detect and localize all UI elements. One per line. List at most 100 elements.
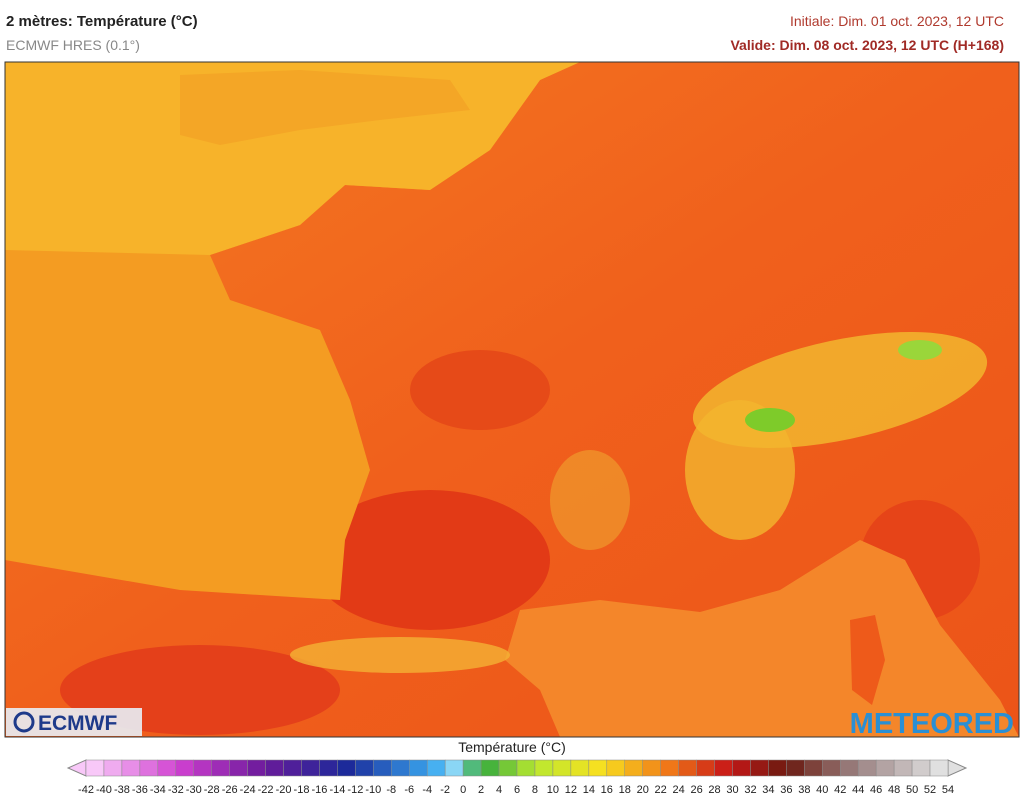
colorbar-tick-label: -10 — [365, 784, 381, 796]
colorbar-tick-label: 54 — [942, 784, 954, 796]
colorbar-cell — [193, 759, 212, 777]
colorbar-cell — [121, 759, 141, 777]
britain — [180, 70, 470, 145]
colorbar-cell — [552, 759, 572, 777]
colorbar-tick-label: 0 — [460, 784, 466, 796]
ecmwf-text: ECMWF — [38, 712, 117, 735]
meteored-logo: METEORED — [850, 708, 1014, 740]
colorbar-tick-label: -18 — [294, 784, 310, 796]
colorbar-arrow-high — [947, 759, 968, 777]
colorbar-tick-label: -6 — [404, 784, 414, 796]
colorbar-cell — [624, 759, 643, 777]
colorbar-cell — [229, 759, 248, 777]
colorbar-cell — [247, 759, 266, 777]
colorbar-tick-label: 2 — [478, 784, 484, 796]
colorbar-cell — [534, 759, 554, 777]
colorbar-tick-label: -36 — [132, 784, 148, 796]
valid-time: Valide: Dim. 08 oct. 2023, 12 UTC (H+168… — [730, 37, 1004, 53]
alps-peak — [898, 340, 942, 360]
colorbar-arrow-low — [66, 759, 87, 777]
colorbar-cell — [409, 759, 428, 777]
colorbar-tick-label: 16 — [601, 784, 613, 796]
colorbar-cell — [768, 759, 787, 777]
colorbar-cell — [85, 759, 105, 777]
colorbar-tick-label: 34 — [762, 784, 774, 796]
colorbar-tick-label: -28 — [204, 784, 220, 796]
massif-central — [550, 450, 630, 550]
colorbar-cell — [588, 759, 608, 777]
colorbar-cell — [391, 759, 410, 777]
colorbar-tick-label: 18 — [619, 784, 631, 796]
colorbar-tick-label: 52 — [924, 784, 936, 796]
colorbar-cell — [642, 759, 661, 777]
colorbar: -42 -40 -38 -36 -34 -32 -30 -28 -26 -24 -22 -20 -18-… — [66, 759, 968, 796]
colorbar-cell — [678, 759, 697, 777]
colorbar-tick-label: 46 — [870, 784, 882, 796]
colorbar-tick-label: -4 — [422, 784, 432, 796]
colorbar-cell — [606, 759, 626, 777]
colorbar-tick-label: 44 — [852, 784, 864, 796]
colorbar-tick-label: -26 — [222, 784, 238, 796]
colorbar-tick-label: 28 — [708, 784, 720, 796]
colorbar-tick-label: 22 — [655, 784, 667, 796]
colorbar-cell — [283, 759, 302, 777]
colorbar-cell — [462, 759, 482, 777]
colorbar-tick-label: -8 — [386, 784, 396, 796]
map-frame — [4, 61, 1020, 738]
ecmwf-logo: ECMWF — [6, 708, 142, 736]
warm-area — [410, 350, 550, 430]
colorbar-cell — [480, 759, 500, 777]
alps — [685, 400, 795, 540]
pyrenees — [290, 637, 510, 673]
colorbar-tick-label: -42 — [78, 784, 94, 796]
colorbar-cell — [732, 759, 751, 777]
colorbar-cell — [103, 759, 123, 777]
colorbar-tick-label: -24 — [240, 784, 256, 796]
colorbar-cell — [175, 759, 195, 777]
colorbar-tick-label: 12 — [565, 784, 577, 796]
colorbar-cell — [660, 759, 679, 777]
colorbar-tick-label: 50 — [906, 784, 918, 796]
corsica — [850, 615, 885, 705]
colorbar-cell — [444, 759, 464, 777]
colorbar-tick-label: 32 — [744, 784, 756, 796]
colorbar-tick-label: -40 — [96, 784, 112, 796]
colorbar-tick-label: -38 — [114, 784, 130, 796]
colorbar-tick-label: 24 — [673, 784, 685, 796]
colorbar-tick-label: 48 — [888, 784, 900, 796]
colorbar-cell — [911, 759, 931, 777]
colorbar-cell — [301, 759, 320, 777]
colorbar-tick-label: 10 — [547, 784, 559, 796]
colorbar-tick-label: -14 — [329, 784, 345, 796]
colorbar-cell — [822, 759, 841, 777]
colorbar-tick-label: 26 — [690, 784, 702, 796]
colorbar-cell — [929, 759, 949, 777]
colorbar-tick-label: -2 — [440, 784, 450, 796]
colorbar-tick-label: -34 — [150, 784, 166, 796]
colorbar-cell — [570, 759, 590, 777]
colorbar-tick-label: -32 — [168, 784, 184, 796]
colorbar-cell — [893, 759, 913, 777]
colorbar-tick-label: -22 — [258, 784, 274, 796]
colorbar-tick-label: 4 — [496, 784, 502, 796]
colorbar-cell — [265, 759, 284, 777]
colorbar-tick-label: 42 — [834, 784, 846, 796]
subtitle: ECMWF HRES (0.1°) — [6, 37, 140, 53]
colorbar-cell — [373, 759, 392, 777]
colorbar-cell — [857, 759, 877, 777]
colorbar-cell — [516, 759, 536, 777]
colorbar-tick-label: -16 — [312, 784, 328, 796]
colorbar-tick-label: 36 — [780, 784, 792, 796]
title: 2 mètres: Température (°C) — [6, 13, 198, 30]
legend-title: Température (°C) — [458, 739, 566, 755]
colorbar-cell — [786, 759, 805, 777]
colorbar-cell — [696, 759, 715, 777]
colorbar-tick-label: 8 — [532, 784, 538, 796]
colorbar-cell — [211, 759, 230, 777]
colorbar-tick-label: 6 — [514, 784, 520, 796]
colorbar-tick-label: 20 — [637, 784, 649, 796]
colorbar-cell — [840, 759, 859, 777]
colorbar-cell — [875, 759, 895, 777]
colorbar-tick-label: -20 — [276, 784, 292, 796]
